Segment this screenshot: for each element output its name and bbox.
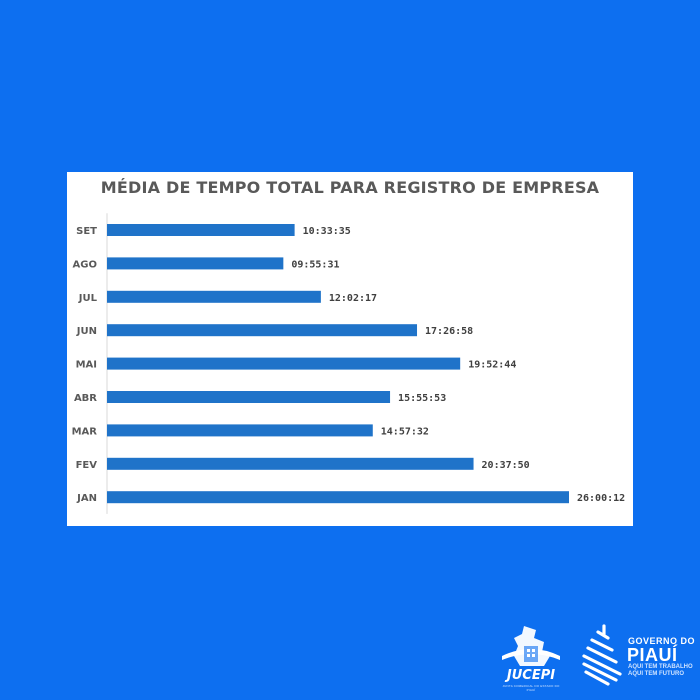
category-label: JUN (76, 326, 97, 337)
governo-line3: AQUI TEM TRABALHO (628, 664, 693, 670)
data-label: 09:55:31 (291, 259, 339, 270)
category-label: MAR (72, 426, 98, 437)
jucepi-wordmark: JUCEPI (506, 668, 556, 683)
jucepi-logo-icon (502, 626, 560, 666)
category-label: JAN (76, 493, 97, 504)
category-label: SET (76, 226, 97, 237)
data-label: 26:00:12 (577, 493, 625, 504)
data-label: 10:33:35 (303, 226, 351, 237)
chart-card: MÉDIA DE TEMPO TOTAL PARA REGISTRO DE EM… (67, 172, 633, 526)
data-label: 15:55:53 (398, 393, 446, 404)
data-label: 20:37:50 (482, 460, 530, 471)
data-label: 19:52:44 (468, 360, 516, 371)
bar (107, 290, 321, 303)
bar (107, 257, 284, 270)
bar (107, 391, 391, 403)
category-label: FEV (76, 460, 98, 471)
chart-title: MÉDIA DE TEMPO TOTAL PARA REGISTRO DE EM… (100, 178, 600, 197)
data-label: 14:57:32 (381, 426, 429, 437)
data-label: 17:26:58 (425, 326, 473, 337)
bar (107, 457, 474, 470)
governo-line4: AQUI TEM FUTURO (628, 671, 684, 677)
bar (107, 357, 461, 370)
bar-chart: SET 10:33:35 AGO 09:55:31 JUL 12:02:17 JUN 17:2… (72, 213, 625, 514)
bar (107, 224, 295, 236)
category-label: MAI (76, 360, 97, 371)
bar (107, 424, 373, 437)
category-label: JUL (78, 293, 98, 304)
bar (107, 491, 569, 504)
jucepi-subtitle: JUNTA COMERCIAL DO ESTADO DO PIAUÍ (502, 684, 560, 692)
data-label: 12:02:17 (329, 293, 377, 304)
governo-piaui-mark-icon (582, 624, 622, 686)
governo-line2: PIAUÍ (627, 645, 678, 665)
governo-line1: GOVERNO DO (628, 636, 696, 646)
category-label: ABR (74, 393, 97, 404)
category-label: AGO (73, 259, 97, 270)
bar (107, 324, 418, 337)
